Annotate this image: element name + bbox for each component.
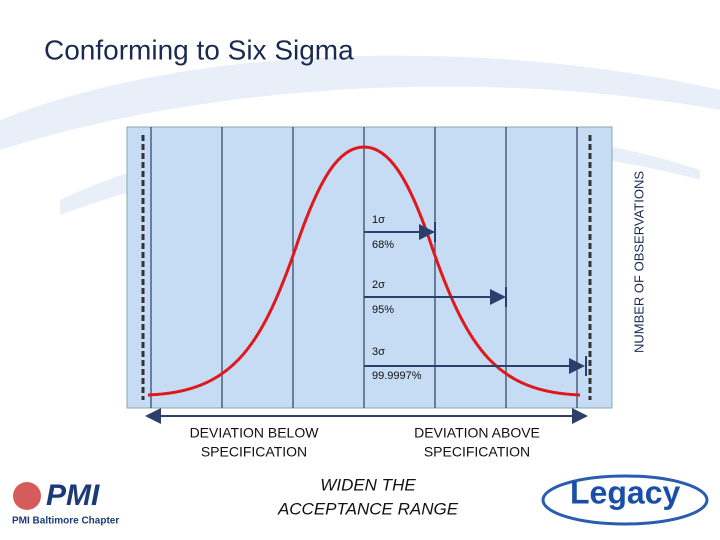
caption-line: WIDEN THE <box>320 475 416 494</box>
sigma-labels: 1σ 68% 2σ 95% 3σ 99.9997% <box>372 214 422 382</box>
logo-swoosh <box>541 474 709 526</box>
logo-icon <box>13 482 41 510</box>
percent: 68% <box>372 239 394 251</box>
percent: 95% <box>372 304 394 316</box>
above-label: SPECIFICATION <box>424 444 530 460</box>
plot-area <box>126 126 613 409</box>
caption-line: ACCEPTANCE RANGE <box>277 499 459 518</box>
pmi-logo: PMI <box>46 479 100 512</box>
swoosh <box>0 55 720 150</box>
sigma: 3σ <box>372 346 385 358</box>
below-label: DEVIATION BELOW <box>190 425 320 441</box>
legacy-logo: Legacy <box>570 474 680 510</box>
title: Conforming to Six Sigma <box>44 34 354 65</box>
sigma-arrows <box>364 222 587 376</box>
percent: 99.9997% <box>372 370 422 382</box>
deviation-labels: DEVIATION BELOW SPECIFICATION DEVIATION … <box>190 425 540 460</box>
above-label: DEVIATION ABOVE <box>414 425 540 441</box>
caption: WIDEN THE ACCEPTANCE RANGE <box>277 475 459 518</box>
axis-label: NUMBER OF OBSERVATIONS <box>631 171 646 353</box>
sigma: 1σ <box>372 214 385 226</box>
sigma: 2σ <box>372 279 385 291</box>
bell-curve <box>147 145 581 397</box>
below-label: SPECIFICATION <box>201 444 307 460</box>
pmi-chapter: PMI Baltimore Chapter <box>12 516 119 527</box>
